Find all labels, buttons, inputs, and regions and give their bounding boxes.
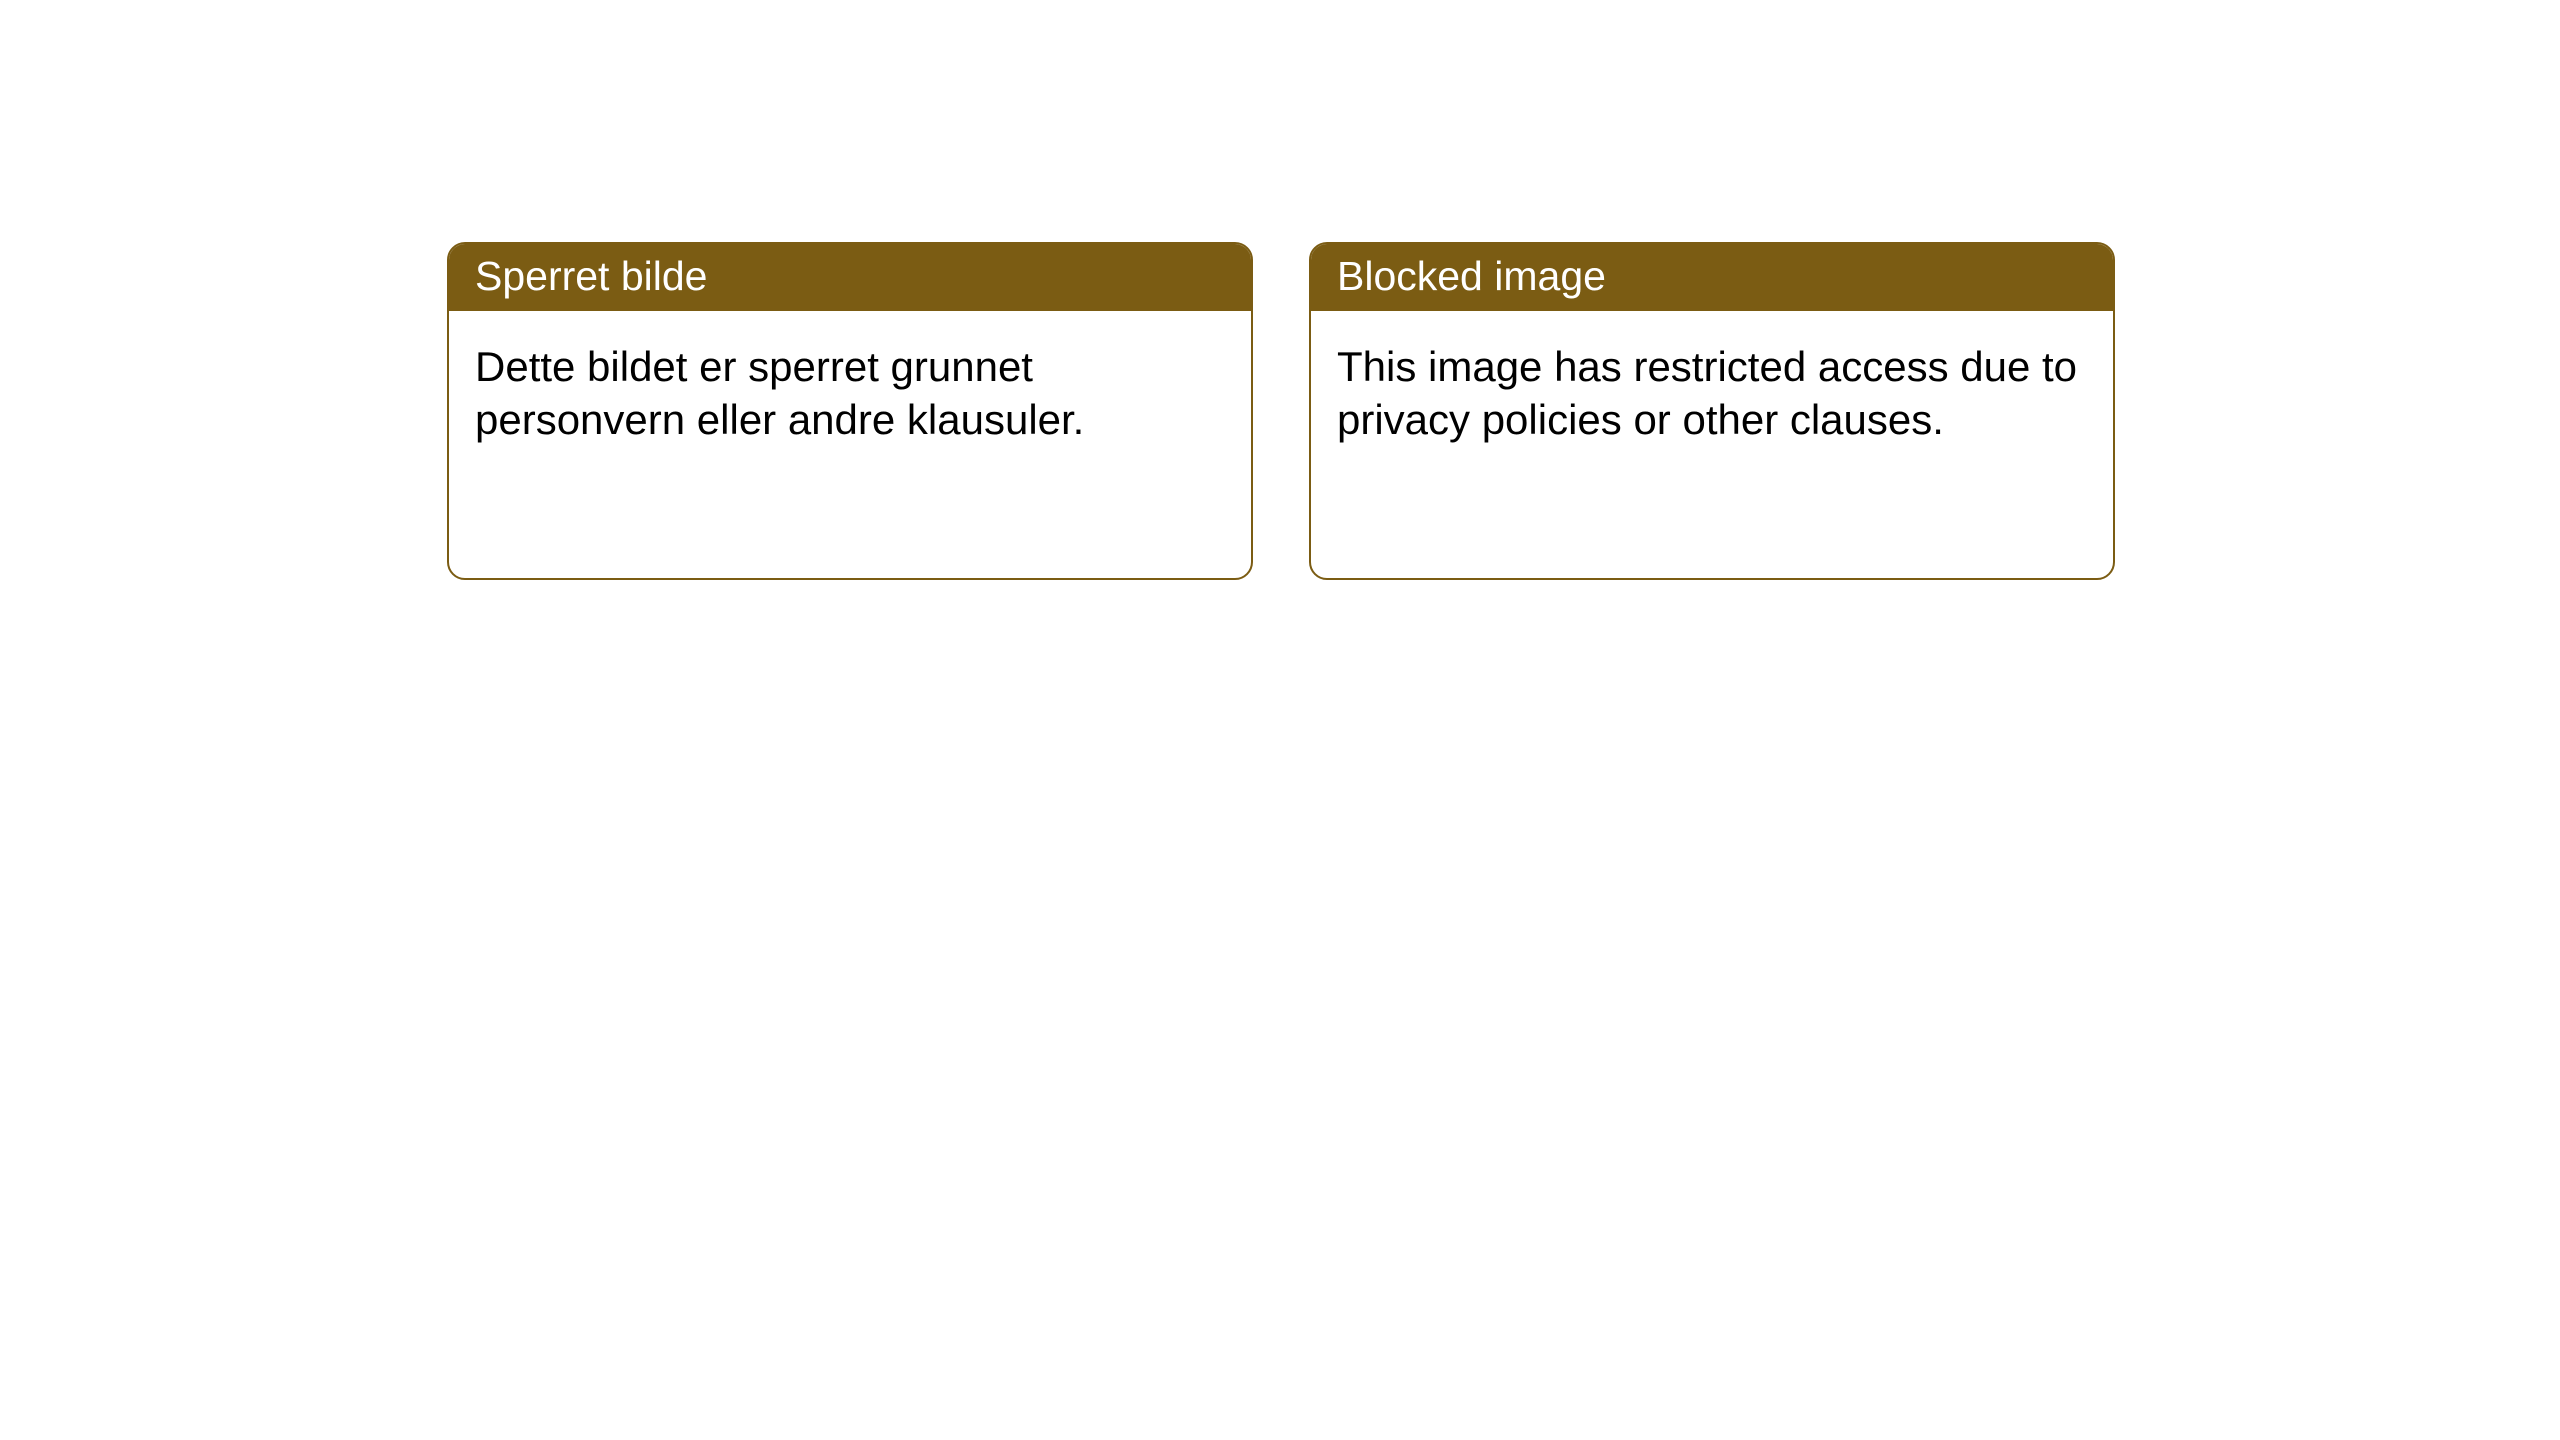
notice-card-norwegian: Sperret bilde Dette bildet er sperret gr… (447, 242, 1253, 580)
notice-body-english: This image has restricted access due to … (1311, 311, 2113, 472)
notice-container: Sperret bilde Dette bildet er sperret gr… (0, 0, 2560, 580)
notice-card-english: Blocked image This image has restricted … (1309, 242, 2115, 580)
notice-title-english: Blocked image (1311, 244, 2113, 311)
notice-title-norwegian: Sperret bilde (449, 244, 1251, 311)
notice-body-norwegian: Dette bildet er sperret grunnet personve… (449, 311, 1251, 472)
